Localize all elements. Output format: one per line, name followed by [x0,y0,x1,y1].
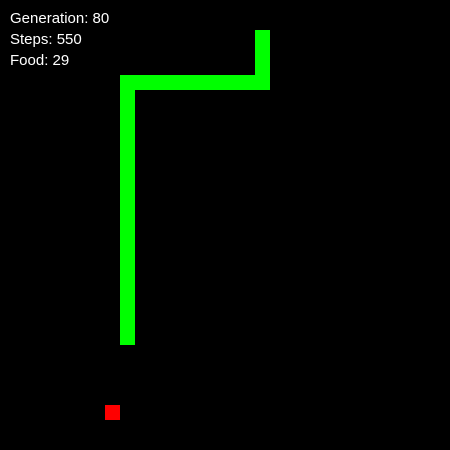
food-counter: Food: 29 [10,52,70,69]
stats-panel: Generation: 80 Steps: 550 Food: 29 [10,8,109,71]
snake-segment-vertical [120,75,135,345]
food-pellet [105,405,120,420]
steps-counter: Steps: 550 [10,31,82,48]
generation-counter: Generation: 80 [10,10,110,27]
snake-segment-horizontal [120,75,270,90]
